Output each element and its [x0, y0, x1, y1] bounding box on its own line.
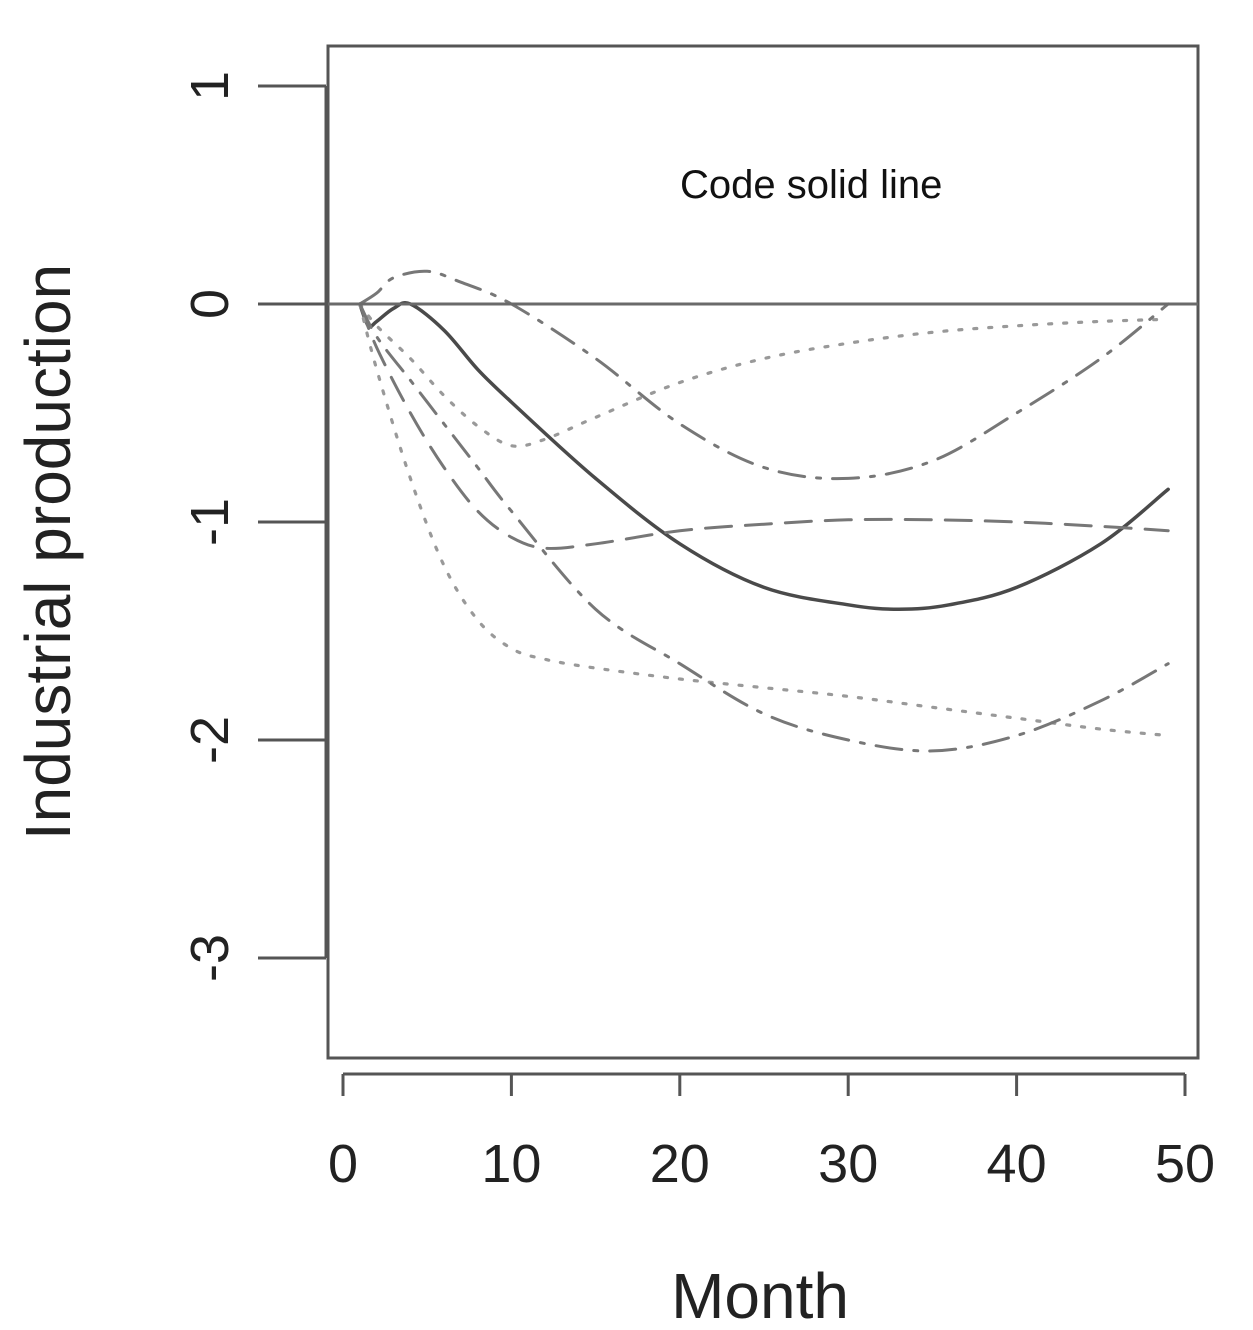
x-tick-label: 30: [818, 1134, 878, 1194]
x-tick-label: 10: [481, 1134, 541, 1194]
x-axis-title: Month: [671, 1260, 849, 1330]
series-line-4-dotted: [358, 302, 1170, 448]
annotation-text: Code solid line: [680, 163, 942, 207]
y-tick-label: 1: [180, 71, 240, 101]
y-tick-label: -3: [180, 934, 240, 982]
y-tick-label: -2: [180, 716, 240, 764]
series-line-6-dashdot: [358, 302, 1170, 753]
series-line-2-dashed: [358, 302, 1170, 550]
y-tick-label: -1: [180, 498, 240, 546]
y-tick-label: 0: [180, 289, 240, 319]
plot-frame: [326, 44, 1200, 1060]
x-tick-label: 50: [1155, 1134, 1215, 1194]
series-layer: [358, 269, 1170, 753]
y-axis-title: Industrial production: [12, 264, 84, 840]
x-tick-label: 20: [650, 1134, 710, 1194]
y-ticks: 1 0 -1 -2 -3: [180, 71, 326, 982]
series-line-1-solid: [358, 301, 1170, 611]
x-ticks: 0 10 20 30 40 50: [328, 1074, 1215, 1194]
series-line-5-dashdot: [358, 269, 1170, 481]
series-line-3-dotted: [358, 302, 1170, 738]
x-tick-label: 0: [328, 1134, 358, 1194]
x-tick-label: 40: [987, 1134, 1047, 1194]
